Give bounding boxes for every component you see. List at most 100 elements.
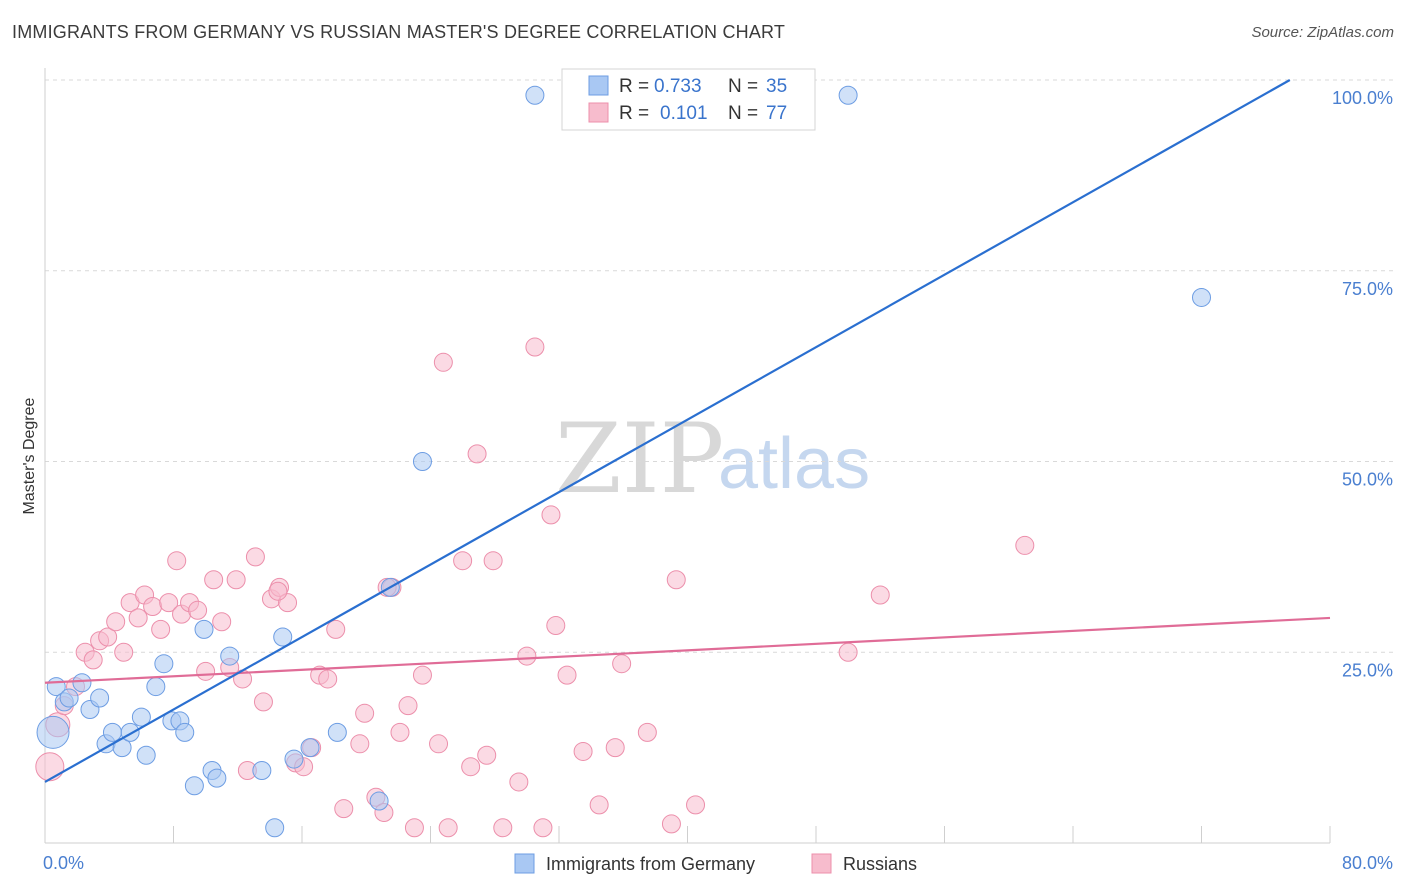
russians-point [477, 745, 497, 765]
russians-point [546, 616, 566, 636]
russians-point [334, 799, 354, 819]
legend-r-value-blue: 0.733 [654, 76, 702, 97]
russians-point [143, 596, 163, 616]
russians-point [398, 696, 418, 716]
germany-point [300, 738, 320, 758]
germany-point [90, 688, 110, 708]
russians-point [128, 608, 148, 628]
russians-point [114, 642, 134, 662]
russians-point [509, 772, 529, 792]
russians-point [573, 741, 593, 761]
russians-point [433, 352, 453, 372]
y-tick-label: 25.0% [1342, 660, 1393, 680]
russians-point [159, 593, 179, 613]
y-tick-label: 50.0% [1342, 470, 1393, 490]
germany-point [327, 722, 347, 742]
russians-point [838, 642, 858, 662]
russians-point [493, 818, 513, 838]
germany-point [102, 722, 122, 742]
watermark-atlas: atlas [718, 424, 870, 504]
germany-point [59, 688, 79, 708]
x-tick-label-min: 0.0% [43, 853, 84, 873]
russians-point [438, 818, 458, 838]
russians-point [350, 734, 370, 754]
x-tick-labels: 0.0% 80.0% [43, 853, 1393, 873]
axes [44, 68, 1331, 844]
grid-lines [45, 79, 1393, 653]
russians-point [666, 570, 686, 590]
russians-point [390, 722, 410, 742]
russians-point [253, 692, 273, 712]
russians-point [245, 547, 265, 567]
y-tick-label: 75.0% [1342, 279, 1393, 299]
stats-legend: R = 0.733 N = 35 R = 0.101 N = 77 [561, 68, 816, 131]
y-tick-label: 100.0% [1332, 88, 1393, 108]
russians-point [605, 738, 625, 758]
germany-point [252, 761, 272, 781]
germany-point [265, 818, 285, 838]
legend-n-label: N = [728, 103, 758, 124]
russians-point [98, 627, 118, 647]
germany-point [1192, 287, 1211, 307]
legend-swatch-pink [588, 102, 609, 123]
russians-point [412, 665, 432, 685]
russians-point [467, 444, 487, 464]
series-legend-swatch-germany [514, 853, 535, 874]
germany-trend-line [44, 79, 1291, 783]
germany-point [194, 619, 214, 639]
source-credit: Source: ZipAtlas.com [1251, 24, 1394, 41]
russians-point [541, 505, 561, 525]
russians-point [612, 654, 632, 674]
russians-point [326, 619, 346, 639]
watermark-zip: ZIP [555, 403, 724, 515]
russians-point [533, 818, 553, 838]
russians-point [106, 612, 126, 632]
germany-point [146, 677, 166, 697]
russians-point [188, 600, 208, 620]
series-legend: Immigrants from Germany Russians [514, 853, 917, 874]
russians-point [661, 814, 681, 834]
germany-point [412, 452, 432, 471]
germany-point [369, 791, 389, 811]
russians-point [453, 551, 473, 571]
germany-point [284, 749, 304, 769]
russians-point [483, 551, 503, 571]
germany-point [525, 85, 545, 105]
russians-point [196, 661, 216, 681]
russians-point [355, 703, 375, 723]
russians-points [35, 337, 1035, 838]
russians-point [404, 818, 424, 838]
germany-point [184, 776, 204, 796]
germany-point [131, 707, 151, 727]
legend-n-label: N = [728, 76, 758, 97]
legend-n-value-pink: 77 [766, 103, 787, 124]
legend-r-label: R = [619, 103, 649, 124]
watermark: ZIP atlas [555, 403, 870, 515]
russians-point [461, 757, 481, 777]
russians-point [83, 650, 103, 670]
y-tick-labels: 100.0% 75.0% 50.0% 25.0% [1332, 88, 1393, 680]
russians-point [268, 581, 288, 601]
russians-point [429, 734, 449, 754]
russians-point [525, 337, 545, 357]
series-legend-russians: Russians [843, 854, 917, 874]
russians-point [204, 570, 224, 590]
russians-point [589, 795, 609, 815]
russians-point [35, 752, 65, 782]
russians-point [870, 585, 890, 605]
russians-point [318, 669, 338, 689]
legend-r-label: R = [619, 76, 649, 97]
y-axis-label: Master's Degree [21, 397, 38, 514]
germany-point [273, 627, 293, 647]
x-tick-label-max: 80.0% [1342, 853, 1393, 873]
germany-point [838, 85, 858, 105]
russians-trend-line [44, 616, 1331, 684]
trend-lines [44, 79, 1331, 783]
germany-point [72, 673, 92, 693]
legend-n-value-blue: 35 [766, 76, 787, 97]
legend-r-value-pink: 0.101 [660, 103, 708, 124]
russians-point [517, 646, 537, 666]
russians-point [686, 795, 706, 815]
germany-points [36, 85, 1211, 838]
